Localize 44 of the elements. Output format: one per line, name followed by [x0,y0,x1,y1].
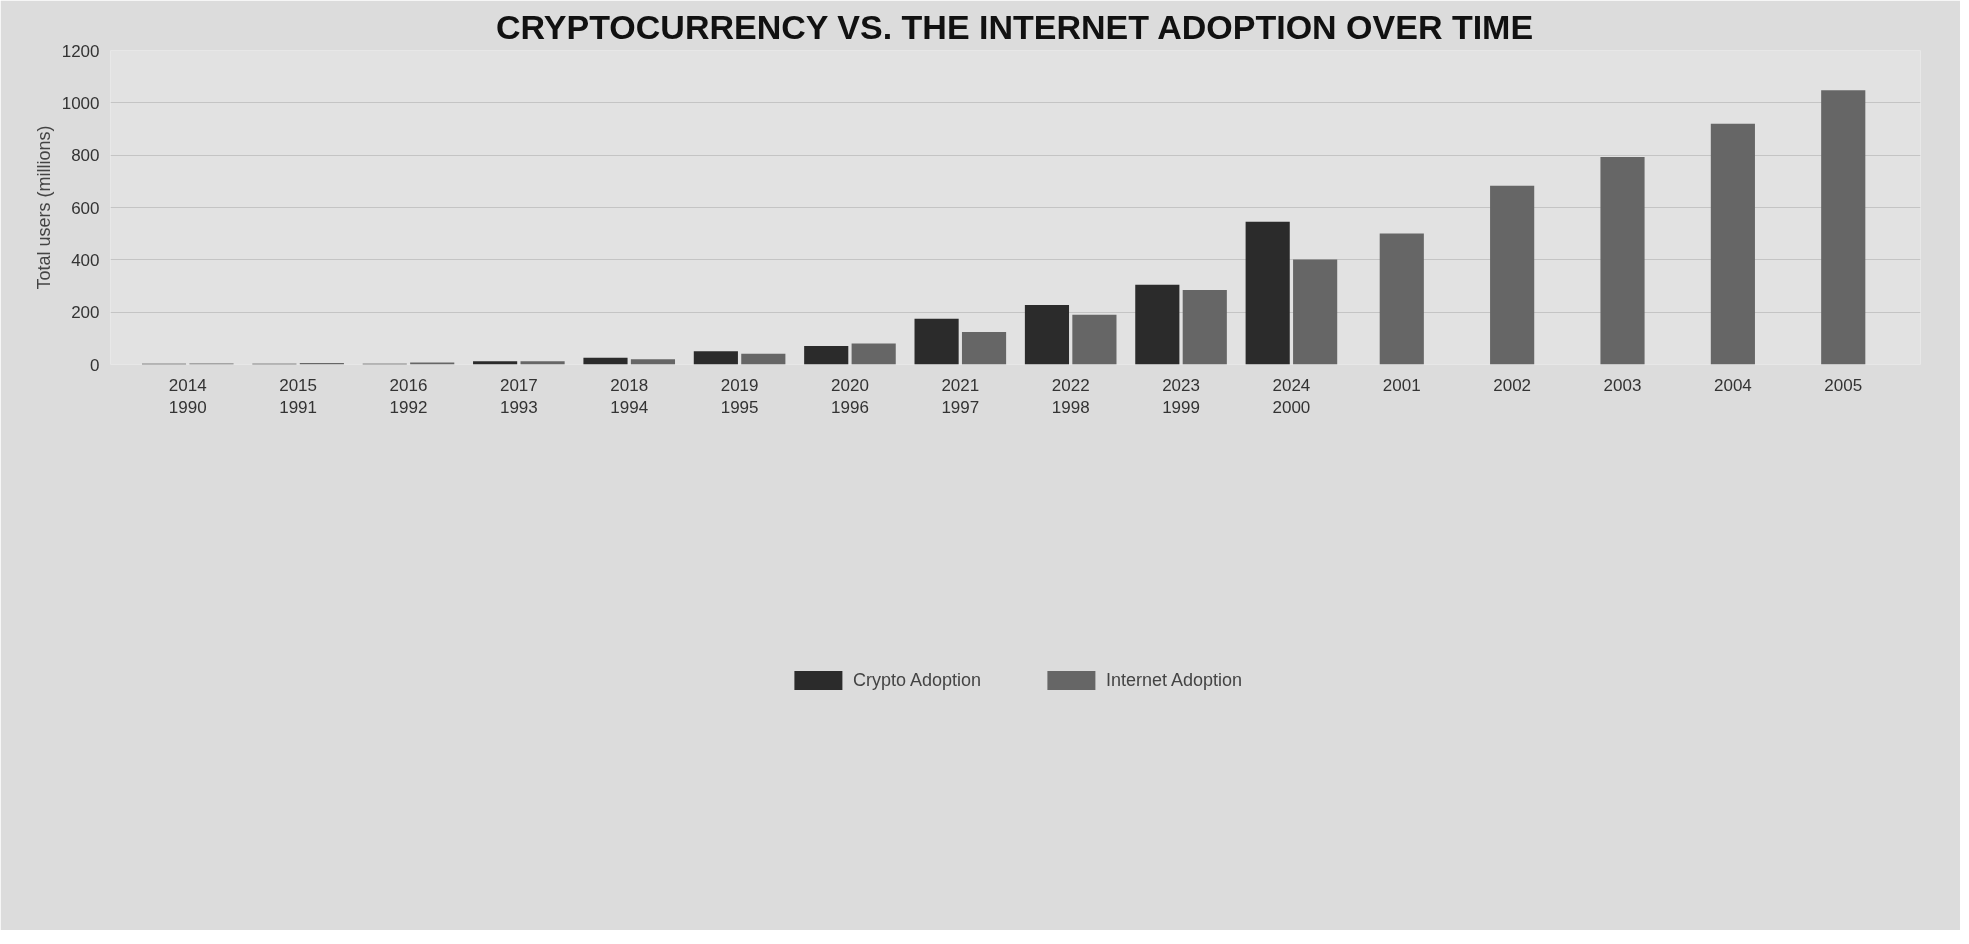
bar [630,359,676,365]
bar [1135,284,1180,365]
x-tick-label: 2001 [1382,375,1421,395]
x-tick-label: 2005 [1824,375,1863,395]
bar [741,353,786,365]
x-tick-label: 2016 1992 [389,375,428,418]
bar [804,345,849,365]
bar [410,362,455,365]
x-tick-label: 2003 [1603,375,1642,395]
bar [1072,314,1117,365]
x-tick-label: 2018 1994 [610,375,649,418]
x-tick-label: 2020 1996 [831,375,869,418]
legend-label: Crypto Adoption [852,669,981,691]
y-tick-label: 400 [71,250,100,270]
bar [583,357,628,365]
x-tick-label: 2023 1999 [1162,375,1200,418]
y-tick-label: 1000 [61,93,100,113]
y-tick-label: 0 [90,355,100,375]
x-tick-label: 2002 [1493,375,1532,395]
y-tick-label: 600 [71,198,100,218]
x-tick-label: 2017 1993 [499,375,538,418]
bar [520,361,565,365]
x-tick-label: 2004 [1713,375,1752,395]
y-tick-label: 200 [71,303,100,323]
bar [961,332,1007,365]
y-axis-title: Total users (millions) [33,125,54,290]
bar [851,343,896,365]
x-tick-label: 2014 1990 [168,375,207,418]
chart-title: CRYPTOCURRENCY VS. THE INTERNET ADOPTION OVER TIME [496,7,1534,46]
y-tick-label: 800 [71,146,100,166]
x-tick-label: 2024 2000 [1272,375,1311,418]
bar [473,361,518,365]
x-tick-label: 2015 1991 [279,375,318,418]
legend-label: Internet Adoption [1105,669,1243,691]
x-tick-label: 2022 1998 [1051,375,1090,418]
bar [1245,221,1290,365]
bar [693,351,738,365]
x-tick-label: 2021 1997 [941,375,980,418]
bar [914,318,959,365]
bar [1293,259,1338,365]
x-tick-label: 2019 1995 [720,375,759,418]
bar [1182,289,1227,365]
bar [1024,305,1070,365]
y-tick-label: 1200 [61,41,100,61]
